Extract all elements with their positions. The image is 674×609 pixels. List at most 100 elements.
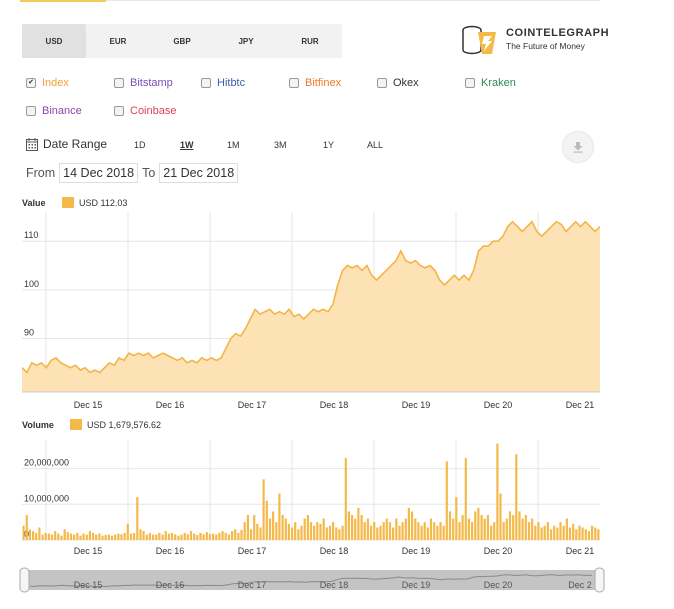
- volume-bar: [303, 518, 306, 540]
- navigator-left-handle[interactable]: [19, 567, 30, 593]
- navigator-right-handle[interactable]: [594, 567, 605, 593]
- source-checkbox-bitstamp[interactable]: Bitstamp: [114, 77, 173, 89]
- checkbox[interactable]: [114, 78, 124, 88]
- volume-legend-label: USD 1,679,576.62: [87, 420, 161, 430]
- volume-bar: [205, 532, 208, 540]
- volume-chart-title: Volume: [22, 420, 54, 430]
- checkbox[interactable]: [377, 78, 387, 88]
- source-label-binance: Binance: [42, 105, 82, 117]
- source-label-okex: Okex: [393, 77, 419, 89]
- volume-bar: [423, 522, 426, 540]
- volume-bar: [458, 522, 461, 540]
- volume-bar: [512, 515, 515, 540]
- volume-bar: [366, 518, 369, 540]
- source-label-kraken: Kraken: [481, 77, 516, 89]
- volume-bar: [502, 522, 505, 540]
- volume-bar: [126, 523, 129, 540]
- to-date-input[interactable]: 21 Dec 2018: [159, 163, 239, 183]
- value-x-tick-label: Dec 21: [566, 400, 595, 410]
- currency-tab-rur[interactable]: RUR: [301, 36, 319, 46]
- volume-bar: [164, 531, 167, 540]
- volume-bar: [332, 522, 335, 540]
- volume-bar: [527, 522, 531, 540]
- volume-bar: [550, 529, 553, 540]
- volume-bar: [531, 518, 534, 540]
- volume-bar: [572, 523, 575, 540]
- logo-tagline: The Future of Money: [506, 41, 585, 51]
- volume-x-tick-label: Dec 19: [402, 546, 431, 556]
- range-button-1w[interactable]: 1W: [180, 140, 194, 150]
- volume-bar: [448, 511, 452, 540]
- currency-tab-eur[interactable]: EUR: [109, 36, 127, 46]
- from-date-input[interactable]: 14 Dec 2018: [59, 163, 139, 183]
- range-button-1m[interactable]: 1M: [227, 140, 240, 150]
- range-button-3m[interactable]: 3M: [274, 140, 287, 150]
- navigator-tick-label: Dec 15: [74, 580, 103, 590]
- range-button-1y[interactable]: 1Y: [323, 140, 335, 150]
- source-checkbox-hitbtc[interactable]: Hitbtc: [201, 77, 245, 89]
- volume-bar: [294, 522, 297, 540]
- volume-bar: [60, 535, 63, 540]
- checkbox[interactable]: [26, 106, 36, 116]
- volume-bar: [50, 534, 54, 540]
- volume-bar: [41, 534, 44, 540]
- volume-bar: [167, 533, 170, 540]
- source-checkbox-kraken[interactable]: Kraken: [465, 77, 516, 89]
- volume-bar: [369, 525, 373, 540]
- currency-tab-usd[interactable]: USD: [22, 24, 86, 58]
- volume-bar: [404, 518, 407, 540]
- volume-bar: [325, 527, 328, 540]
- volume-bar: [300, 525, 303, 540]
- source-checkbox-index[interactable]: ✔ Index: [26, 77, 69, 89]
- volume-bar: [196, 535, 199, 540]
- volume-bar: [262, 479, 265, 540]
- navigator-series-line: [29, 574, 593, 588]
- volume-bar: [445, 461, 448, 540]
- volume-bar: [110, 535, 114, 540]
- volume-bar: [215, 534, 218, 540]
- volume-bar: [398, 525, 401, 540]
- volume-bar: [524, 515, 527, 540]
- volume-bar: [477, 507, 480, 540]
- volume-bar: [297, 529, 300, 540]
- range-button-all[interactable]: ALL: [367, 140, 384, 150]
- volume-bar: [227, 534, 230, 540]
- volume-bar: [76, 532, 79, 540]
- value-x-tick-label: Dec 17: [238, 400, 267, 410]
- source-checkbox-bitfinex[interactable]: Bitfinex: [289, 77, 341, 89]
- cointelegraph-logo[interactable]: COINTELEGRAPH The Future of Money: [462, 22, 612, 58]
- download-button[interactable]: [563, 132, 593, 162]
- currency-tab-jpy[interactable]: JPY: [238, 36, 254, 46]
- currency-tabs: USD EUR GBP JPY RUR: [22, 24, 342, 58]
- source-checkbox-okex[interactable]: Okex: [377, 77, 419, 89]
- source-checkbox-binance[interactable]: Binance: [26, 105, 82, 117]
- volume-bar: [344, 457, 347, 540]
- volume-bar: [180, 534, 183, 540]
- volume-bar: [439, 522, 442, 540]
- volume-bar: [407, 507, 410, 540]
- currency-tab-gbp[interactable]: GBP: [173, 36, 191, 46]
- volume-bar: [155, 534, 158, 540]
- volume-x-tick-label: Dec 17: [238, 546, 267, 556]
- volume-bar: [237, 532, 240, 540]
- source-label-coinbase: Coinbase: [130, 105, 177, 117]
- volume-bar: [189, 531, 193, 540]
- source-checkbox-coinbase[interactable]: Coinbase: [114, 105, 176, 117]
- volume-bar: [341, 525, 344, 540]
- range-button-1d[interactable]: 1D: [134, 140, 146, 150]
- checkbox[interactable]: [289, 78, 299, 88]
- volume-bar: [442, 525, 445, 540]
- checkbox[interactable]: [465, 78, 475, 88]
- to-label: To: [142, 166, 156, 180]
- checkbox[interactable]: [114, 106, 124, 116]
- volume-bar: [490, 525, 493, 540]
- volume-bar: [193, 533, 196, 540]
- source-label-bitfinex: Bitfinex: [305, 77, 342, 89]
- checkbox-checked[interactable]: ✔: [26, 78, 36, 88]
- value-chart-title: Value: [22, 198, 46, 208]
- checkbox[interactable]: [201, 78, 211, 88]
- volume-bar: [170, 532, 174, 540]
- volume-bar: [363, 522, 366, 540]
- volume-bar: [376, 527, 379, 540]
